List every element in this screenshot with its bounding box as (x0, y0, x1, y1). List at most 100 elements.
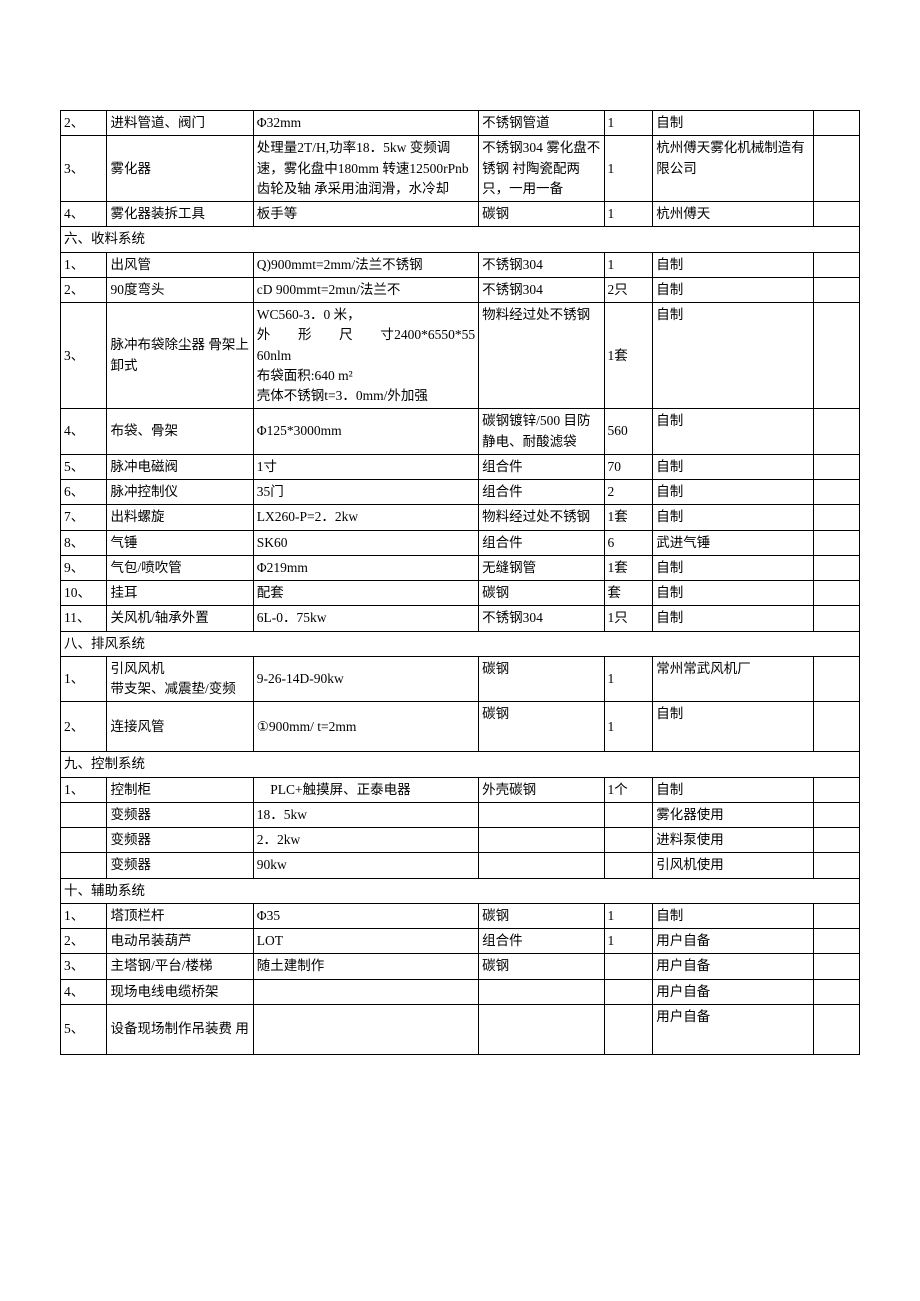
table-cell (813, 202, 859, 227)
table-cell: 自制 (653, 505, 813, 530)
table-cell: 气包/喷吹管 (107, 555, 253, 580)
table-cell: 2 (604, 480, 653, 505)
table-row: 4、布袋、骨架Φ125*3000mm碳钢镀锌/500 目防静电、耐酸滤袋560自… (61, 409, 860, 455)
table-cell (813, 929, 859, 954)
table-cell: 现场电线电缆桥架 (107, 979, 253, 1004)
table-cell (813, 555, 859, 580)
table-cell: 用户自备 (653, 979, 813, 1004)
table-cell (479, 828, 604, 853)
table-cell: 配套 (253, 581, 478, 606)
table-row: 6、脉冲控制仪35门组合件2自制 (61, 480, 860, 505)
table-cell (813, 903, 859, 928)
table-cell (813, 409, 859, 455)
table-row: 1、引风风机带支架、减震垫/变频9-26-14D-90kw碳钢1常州常武风机厂 (61, 656, 860, 702)
table-cell (813, 505, 859, 530)
table-cell: 雾化器装拆工具 (107, 202, 253, 227)
table-row: 9、气包/喷吹管Φ219mm无缝钢管1套自制 (61, 555, 860, 580)
table-cell: 变频器 (107, 828, 253, 853)
table-cell: 塔顶栏杆 (107, 903, 253, 928)
table-cell: 2、 (61, 702, 107, 752)
table-cell: 碳钢 (479, 903, 604, 928)
table-cell: 2、 (61, 111, 107, 136)
table-cell: 板手等 (253, 202, 478, 227)
table-cell: 碳钢 (479, 202, 604, 227)
table-cell: 1套 (604, 505, 653, 530)
table-body: 2、进料管道、阀门Φ32mm不锈钢管道1自制3、雾化器处理量2T/H,功率18．… (61, 111, 860, 1055)
table-cell: 70 (604, 454, 653, 479)
table-cell: 6 (604, 530, 653, 555)
table-cell (479, 853, 604, 878)
table-cell: PLC+触摸屏、正泰电器 (253, 777, 478, 802)
table-cell: 1、 (61, 777, 107, 802)
table-cell: 自制 (653, 277, 813, 302)
table-cell: 脉冲控制仪 (107, 480, 253, 505)
table-cell (813, 802, 859, 827)
table-cell: 电动吊装葫芦 (107, 929, 253, 954)
table-row: 10、挂耳配套碳钢套自制 (61, 581, 860, 606)
section-header: 八、排风系统 (61, 631, 860, 656)
table-cell: 脉冲电磁阀 (107, 454, 253, 479)
table-cell (479, 979, 604, 1004)
table-cell: 7、 (61, 505, 107, 530)
table-cell: 1 (604, 136, 653, 202)
table-cell: 连接风管 (107, 702, 253, 752)
table-cell: 碳钢 (479, 702, 604, 752)
table-cell (813, 606, 859, 631)
table-cell: 1 (604, 656, 653, 702)
table-cell: 560 (604, 409, 653, 455)
table-row: 2、连接风管①900mm/ t=2mm碳钢1自制 (61, 702, 860, 752)
table-cell: 碳钢 (479, 954, 604, 979)
table-row: 变频器18．5kw雾化器使用 (61, 802, 860, 827)
table-cell: 不锈钢管道 (479, 111, 604, 136)
table-cell: LX260-P=2．2kw (253, 505, 478, 530)
table-cell: 不锈钢304 雾化盘不锈钢 衬陶瓷配两 只，一用一备 (479, 136, 604, 202)
table-cell: 5、 (61, 1004, 107, 1054)
table-row: 变频器2．2kw进料泵使用 (61, 828, 860, 853)
table-cell (813, 277, 859, 302)
table-cell: 套 (604, 581, 653, 606)
table-row: 变频器90kw引风机使用 (61, 853, 860, 878)
table-cell: 2、 (61, 277, 107, 302)
table-cell: 1 (604, 252, 653, 277)
table-row: 2、电动吊装葫芦LOT组合件1用户自备 (61, 929, 860, 954)
table-cell (813, 480, 859, 505)
table-cell: 用户自备 (653, 1004, 813, 1054)
table-cell: 自制 (653, 555, 813, 580)
table-cell (813, 702, 859, 752)
table-row: 5、设备现场制作吊装费 用用户自备 (61, 1004, 860, 1054)
table-row: 1、出风管Q)900mmt=2mm/法兰不锈钢不锈钢3041自制 (61, 252, 860, 277)
table-row: 1、控制柜 PLC+触摸屏、正泰电器外壳碳钢1个自制 (61, 777, 860, 802)
table-cell (813, 111, 859, 136)
table-cell: 自制 (653, 777, 813, 802)
table-cell: ①900mm/ t=2mm (253, 702, 478, 752)
table-cell: Q)900mmt=2mm/法兰不锈钢 (253, 252, 478, 277)
table-cell: 6、 (61, 480, 107, 505)
table-cell (813, 303, 859, 409)
table-cell: cD 900mmt=2mιn/法兰不 (253, 277, 478, 302)
table-row: 2、90度弯头cD 900mmt=2mιn/法兰不不锈钢3042只自制 (61, 277, 860, 302)
table-row: 十、辅助系统 (61, 878, 860, 903)
table-cell (61, 802, 107, 827)
table-cell (813, 828, 859, 853)
table-cell: 2．2kw (253, 828, 478, 853)
table-cell: 1 (604, 202, 653, 227)
table-cell: 9-26-14D-90kw (253, 656, 478, 702)
table-cell: 11、 (61, 606, 107, 631)
table-cell: 挂耳 (107, 581, 253, 606)
table-cell: 关风机/轴承外置 (107, 606, 253, 631)
table-cell: 90度弯头 (107, 277, 253, 302)
equipment-table: 2、进料管道、阀门Φ32mm不锈钢管道1自制3、雾化器处理量2T/H,功率18．… (60, 110, 860, 1055)
table-cell: 用户自备 (653, 929, 813, 954)
table-row: 3、主塔钢/平台/楼梯随土建制作碳钢用户自备 (61, 954, 860, 979)
table-row: 六、收料系统 (61, 227, 860, 252)
table-cell: 布袋、骨架 (107, 409, 253, 455)
table-cell: 变频器 (107, 853, 253, 878)
table-cell: 自制 (653, 111, 813, 136)
table-cell: 1、 (61, 252, 107, 277)
table-row: 7、出料螺旋LX260-P=2．2kw物料经过处不锈钢1套自制 (61, 505, 860, 530)
table-cell: 引风机使用 (653, 853, 813, 878)
table-cell: 自制 (653, 409, 813, 455)
table-cell: 出风管 (107, 252, 253, 277)
table-cell: 自制 (653, 903, 813, 928)
table-cell: 雾化器 (107, 136, 253, 202)
